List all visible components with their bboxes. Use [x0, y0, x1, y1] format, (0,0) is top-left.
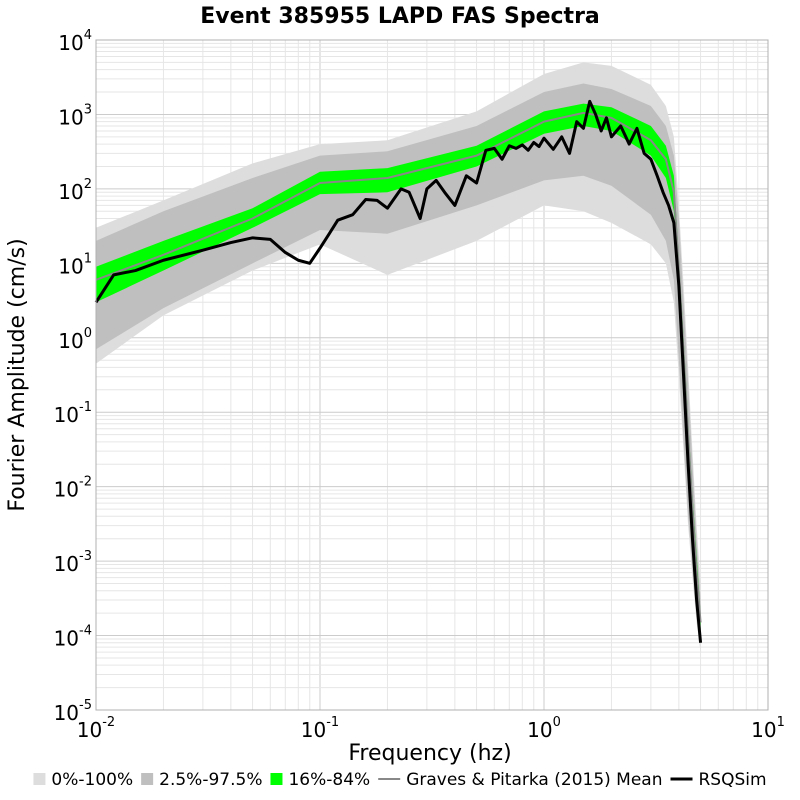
legend-swatch — [33, 773, 46, 785]
y-tick-label: 102 — [58, 177, 92, 204]
y-tick-label: 10-5 — [54, 698, 92, 725]
legend-item-4: RSQSim — [670, 770, 767, 790]
percentile-bands — [96, 62, 701, 653]
x-tick-label: 10-2 — [77, 715, 115, 742]
legend-item-2: 16%-84% — [270, 770, 370, 790]
series-line-0 — [95, 111, 702, 623]
y-tick-label: 101 — [58, 251, 92, 278]
legend: 0%-100% 2.5%-97.5% 16%-84% Graves & Pitarka… — [33, 770, 767, 790]
y-tick-label: 10-2 — [54, 475, 92, 502]
x-axis-label: Frequency (hz) — [348, 741, 511, 766]
legend-item-0: 0%-100% — [33, 770, 133, 790]
y-tick-label: 10-1 — [54, 400, 92, 427]
plot-frame — [95, 39, 769, 711]
legend-swatch — [270, 773, 283, 785]
legend-label: Graves & Pitarka (2015) Mean — [406, 770, 662, 790]
y-axis-ticks: 10-5 10-4 10-3 10-2 10-1 100 101 102 103 104 — [54, 28, 92, 725]
x-tick-label: 100 — [527, 715, 561, 742]
y-tick-label: 104 — [58, 28, 92, 55]
x-tick-label: 101 — [751, 715, 785, 742]
series-lines — [94, 99, 703, 643]
y-tick-label: 100 — [58, 326, 92, 353]
x-axis-ticks: 10-2 10-1 100 101 — [77, 715, 785, 742]
legend-swatch — [141, 773, 154, 785]
legend-label: RSQSim — [699, 770, 767, 790]
legend-item-1: 2.5%-97.5% — [141, 770, 262, 790]
series-line-1 — [94, 99, 703, 643]
legend-label: 0%-100% — [51, 770, 133, 790]
y-axis-label: Fourier Amplitude (cm/s) — [5, 238, 30, 511]
chart-title: Event 385955 LAPD FAS Spectra — [200, 4, 600, 29]
legend-item-3: Graves & Pitarka (2015) Mean — [378, 770, 663, 790]
y-tick-label: 10-3 — [54, 549, 92, 576]
legend-label: 2.5%-97.5% — [159, 770, 262, 790]
y-tick-label: 10-4 — [54, 624, 92, 651]
x-tick-label: 10-1 — [301, 715, 339, 742]
y-tick-label: 103 — [58, 102, 92, 129]
legend-label: 16%-84% — [288, 770, 370, 790]
